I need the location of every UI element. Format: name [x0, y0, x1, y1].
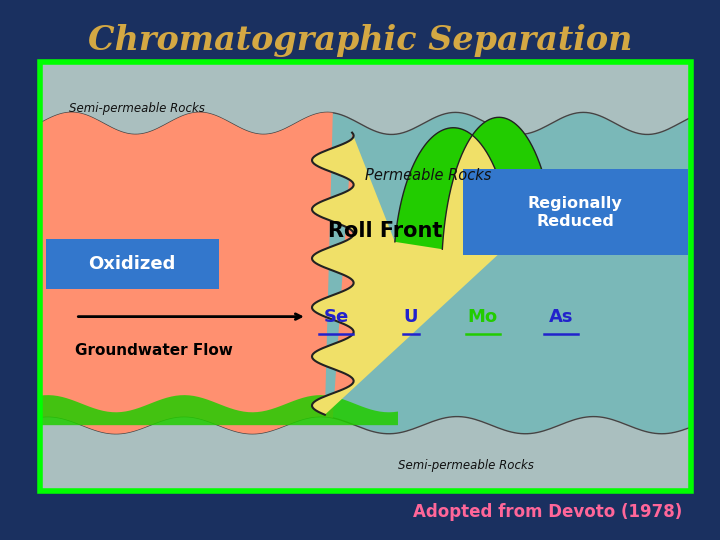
- FancyBboxPatch shape: [46, 239, 219, 289]
- Polygon shape: [312, 128, 512, 415]
- Text: Mo: Mo: [467, 308, 498, 326]
- Polygon shape: [40, 62, 691, 134]
- Polygon shape: [40, 416, 691, 491]
- Text: Semi-permeable Rocks: Semi-permeable Rocks: [69, 102, 204, 114]
- Text: U: U: [404, 308, 418, 326]
- Polygon shape: [40, 395, 398, 425]
- Polygon shape: [40, 112, 354, 434]
- Text: Se: Se: [323, 308, 348, 326]
- FancyBboxPatch shape: [463, 170, 688, 255]
- Text: As: As: [549, 308, 573, 326]
- Text: Regionally
Reduced: Regionally Reduced: [528, 195, 623, 229]
- Polygon shape: [395, 117, 556, 249]
- Text: Permeable Rocks: Permeable Rocks: [366, 168, 492, 183]
- Text: Roll Front: Roll Front: [328, 221, 442, 241]
- Text: Oxidized: Oxidized: [89, 255, 176, 273]
- Text: Adopted from Devoto (1978): Adopted from Devoto (1978): [413, 503, 682, 521]
- Text: Chromatographic Separation: Chromatographic Separation: [88, 24, 632, 57]
- Text: Groundwater Flow: Groundwater Flow: [76, 343, 233, 358]
- Text: Semi-permeable Rocks: Semi-permeable Rocks: [398, 459, 534, 472]
